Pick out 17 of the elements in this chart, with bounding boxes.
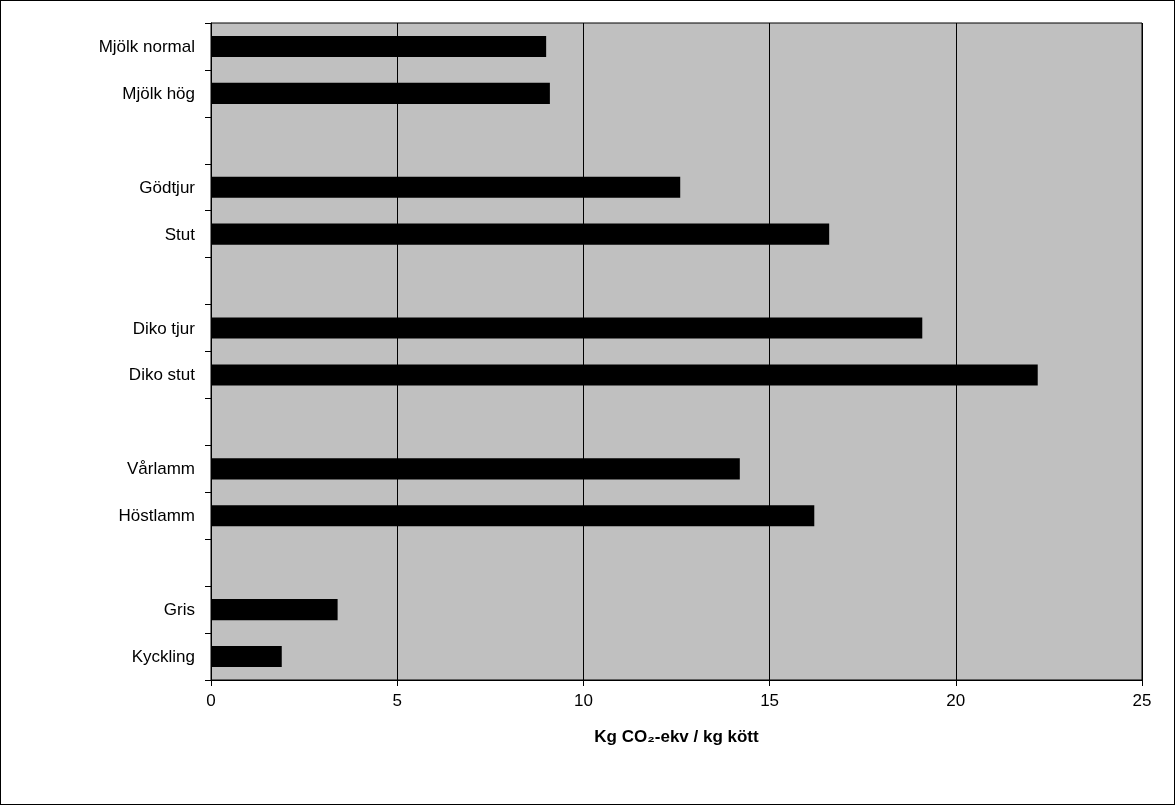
x-tick-label: 10 xyxy=(573,691,593,710)
y-tick-label: Diko tjur xyxy=(132,318,196,338)
y-tick-label: Mjölk normal xyxy=(98,36,195,56)
y-tick-label: Kyckling xyxy=(131,647,195,667)
y-tick-label: Mjölk hög xyxy=(122,83,195,103)
y-tick-label: Gödtjur xyxy=(139,177,196,197)
x-tick-label: 5 xyxy=(392,691,402,710)
y-tick-label: Stut xyxy=(164,224,196,244)
y-tick-label: Vårlamm xyxy=(126,459,195,479)
x-tick-label: 25 xyxy=(1132,691,1152,710)
y-tick-label: Gris xyxy=(163,600,195,620)
y-tick-label: Diko stut xyxy=(128,365,196,385)
x-tick-label: 0 xyxy=(206,691,216,710)
x-tick-label: 15 xyxy=(760,691,780,710)
x-tick-label: 20 xyxy=(946,691,966,710)
y-tick-label: Höstlamm xyxy=(118,506,195,526)
x-axis-title: Kg CO₂-ekv / kg kött xyxy=(594,727,760,746)
